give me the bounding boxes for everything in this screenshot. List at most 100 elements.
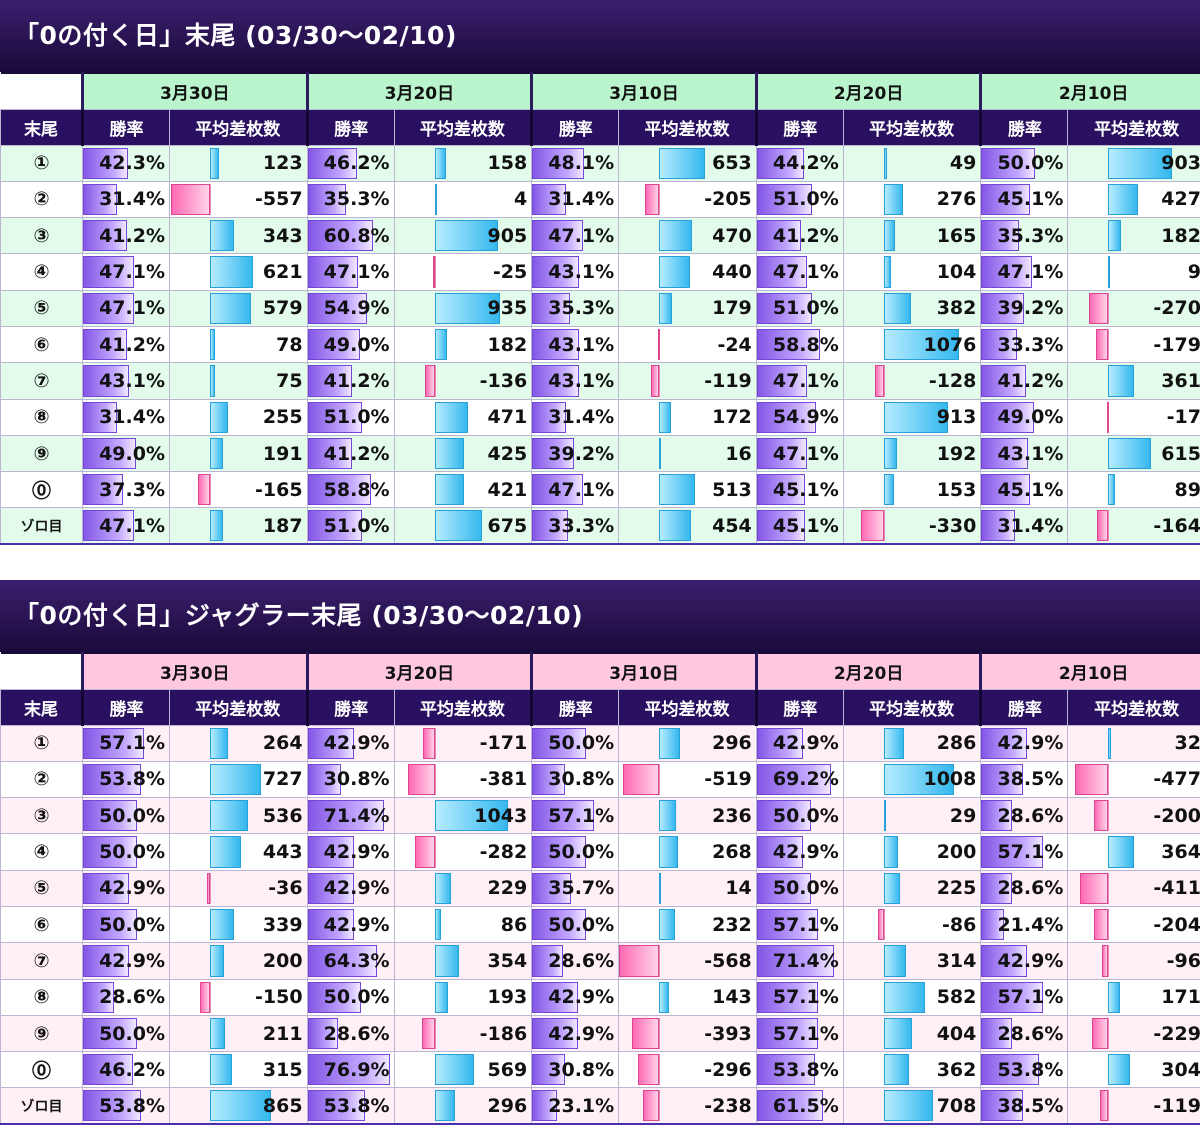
win-rate-cell: 57.1% <box>756 979 843 1015</box>
avg-diff-bar <box>659 220 692 251</box>
avg-diff-value: -119 <box>1153 1095 1200 1117</box>
avg-diff-cell: 454 <box>619 508 757 544</box>
avg-diff-bar <box>659 800 676 831</box>
row-label: ゾロ目 <box>1 508 83 544</box>
avg-diff-bar <box>884 728 904 759</box>
avg-diff-value: 425 <box>488 443 532 465</box>
avg-diff-cell: 296 <box>394 1088 532 1124</box>
avg-diff-cell: -411 <box>1068 870 1200 906</box>
win-rate-value: 64.3% <box>324 950 394 972</box>
win-rate-value: 50.0% <box>99 805 169 827</box>
avg-diff-bar <box>1108 836 1133 867</box>
avg-diff-bar <box>638 1054 659 1085</box>
win-rate-value: 53.8% <box>997 1059 1067 1081</box>
avg-diff-value: 182 <box>488 334 532 356</box>
win-rate-cell: 38.5% <box>981 1088 1068 1124</box>
avg-diff-value: 255 <box>263 406 307 428</box>
win-rate-cell: 57.1% <box>756 906 843 942</box>
zero-axis-line <box>659 1090 660 1121</box>
win-rate-cell: 58.8% <box>756 326 843 362</box>
avg-diff-cell: 211 <box>170 1015 308 1051</box>
win-rate-cell: 35.3% <box>307 181 394 217</box>
win-rate-cell: 42.9% <box>756 725 843 761</box>
avg-diff-cell: 123 <box>170 145 308 181</box>
win-rate-cell: 47.1% <box>83 254 170 290</box>
avg-diff-bar <box>884 800 886 831</box>
avg-diff-value: -270 <box>1153 297 1200 319</box>
win-rate-cell: 28.6% <box>307 1015 394 1051</box>
win-rate-value: 51.0% <box>324 406 394 428</box>
avg-diff-value: -128 <box>929 370 981 392</box>
avg-diff-bar <box>1108 728 1110 759</box>
avg-diff-bar <box>435 873 451 904</box>
win-rate-cell: 51.0% <box>307 399 394 435</box>
avg-diff-bar <box>659 293 672 324</box>
zero-axis-line <box>435 728 436 759</box>
avg-diff-bar <box>884 873 900 904</box>
win-rate-cell: 42.9% <box>981 943 1068 979</box>
avg-diff-cell: 1076 <box>843 326 981 362</box>
win-rate-cell: 41.2% <box>307 363 394 399</box>
avg-diff-cell: 364 <box>1068 834 1200 870</box>
win-rate-value: 53.8% <box>773 1059 843 1081</box>
win-rate-cell: 53.8% <box>981 1052 1068 1088</box>
avg-diff-value: 621 <box>263 261 307 283</box>
avg-diff-value: 14 <box>725 877 755 899</box>
win-rate-value: 45.1% <box>997 479 1067 501</box>
win-rate-cell: 58.8% <box>307 472 394 508</box>
win-rate-value: 33.3% <box>997 334 1067 356</box>
avg-diff-bar <box>659 402 671 433</box>
avg-diff-cell: -204 <box>1068 906 1200 942</box>
avg-diff-cell: -119 <box>1068 1088 1200 1124</box>
avg-diff-value: 9 <box>1188 261 1200 283</box>
avg-diff-bar <box>210 764 261 795</box>
win-rate-value: 35.3% <box>324 188 394 210</box>
avg-diff-cell: 443 <box>170 834 308 870</box>
win-rate-cell: 42.9% <box>307 870 394 906</box>
avg-diff-value: 382 <box>937 297 981 319</box>
avg-diff-value: -411 <box>1153 877 1200 899</box>
avg-diff-bar <box>435 184 437 215</box>
win-rate-value: 42.9% <box>548 1023 618 1045</box>
avg-diff-value: -119 <box>704 370 756 392</box>
avg-diff-cell: 193 <box>394 979 532 1015</box>
avg-diff-bar <box>210 220 234 251</box>
avg-diff-cell: 653 <box>619 145 757 181</box>
avg-diff-bar <box>425 365 435 396</box>
avg-diff-bar <box>435 982 449 1013</box>
avg-diff-value: 343 <box>263 225 307 247</box>
avg-diff-cell: 382 <box>843 290 981 326</box>
row-label: ⑦ <box>1 943 83 979</box>
avg-diff-bar <box>884 1054 909 1085</box>
avg-diff-value: 211 <box>263 1023 307 1045</box>
avg-diff-bar <box>884 1090 934 1121</box>
avg-diff-value: 187 <box>263 515 307 537</box>
avg-diff-cell: 9 <box>1068 254 1200 290</box>
avg-diff-cell: 187 <box>170 508 308 544</box>
avg-diff-value: 304 <box>1161 1059 1200 1081</box>
avg-diff-value: 727 <box>263 768 307 790</box>
avg-diff-bar <box>884 220 896 251</box>
win-rate-value: 37.3% <box>99 479 169 501</box>
avg-diff-cell: -86 <box>843 906 981 942</box>
avg-diff-value: 89 <box>1175 479 1200 501</box>
row-label: ① <box>1 145 83 181</box>
avg-diff-value: 191 <box>263 443 307 465</box>
win-rate-cell: 49.0% <box>83 435 170 471</box>
column-header-diff: 平均差枚数 <box>1068 109 1200 145</box>
avg-diff-bar <box>210 438 223 469</box>
avg-diff-cell: 339 <box>170 906 308 942</box>
win-rate-value: 42.9% <box>997 950 1067 972</box>
win-rate-value: 60.8% <box>324 225 394 247</box>
win-rate-value: 50.0% <box>548 732 618 754</box>
avg-diff-cell: -165 <box>170 472 308 508</box>
column-header-diff: 平均差枚数 <box>170 109 308 145</box>
avg-diff-cell: 236 <box>619 798 757 834</box>
zero-axis-line <box>435 764 436 795</box>
row-label: ② <box>1 181 83 217</box>
win-rate-value: 50.0% <box>99 841 169 863</box>
